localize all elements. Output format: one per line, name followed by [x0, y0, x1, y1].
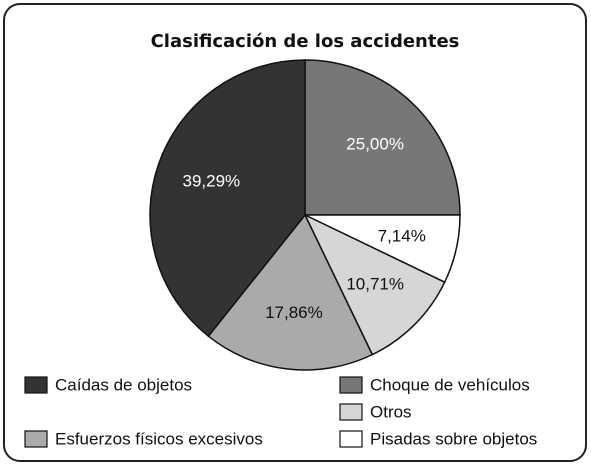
- legend-label: Caídas de objetos: [55, 375, 192, 394]
- data-label: 39,29%: [183, 172, 241, 191]
- data-label: 10,71%: [346, 275, 404, 294]
- legend-swatch: [339, 403, 363, 421]
- legend-swatch: [24, 376, 48, 394]
- legend-swatch: [339, 430, 363, 448]
- data-label: 17,86%: [265, 303, 323, 322]
- pie-slice: [149, 59, 306, 338]
- legend-swatch: [339, 376, 363, 394]
- pie-slice: [304, 59, 461, 216]
- legend-label: Pisadas sobre objetos: [370, 429, 537, 448]
- data-label: 7,14%: [378, 227, 426, 246]
- chart-title: Clasificación de los accidentes: [151, 31, 460, 52]
- legend-swatch: [24, 430, 48, 448]
- legend-label: Otros: [370, 402, 412, 421]
- legend-label: Choque de vehículos: [370, 375, 530, 394]
- pie-slice: [303, 213, 446, 356]
- legend-label: Esfuerzos físicos excesivos: [55, 429, 263, 448]
- data-label: 25,00%: [346, 134, 404, 153]
- pie-slice: [207, 213, 374, 371]
